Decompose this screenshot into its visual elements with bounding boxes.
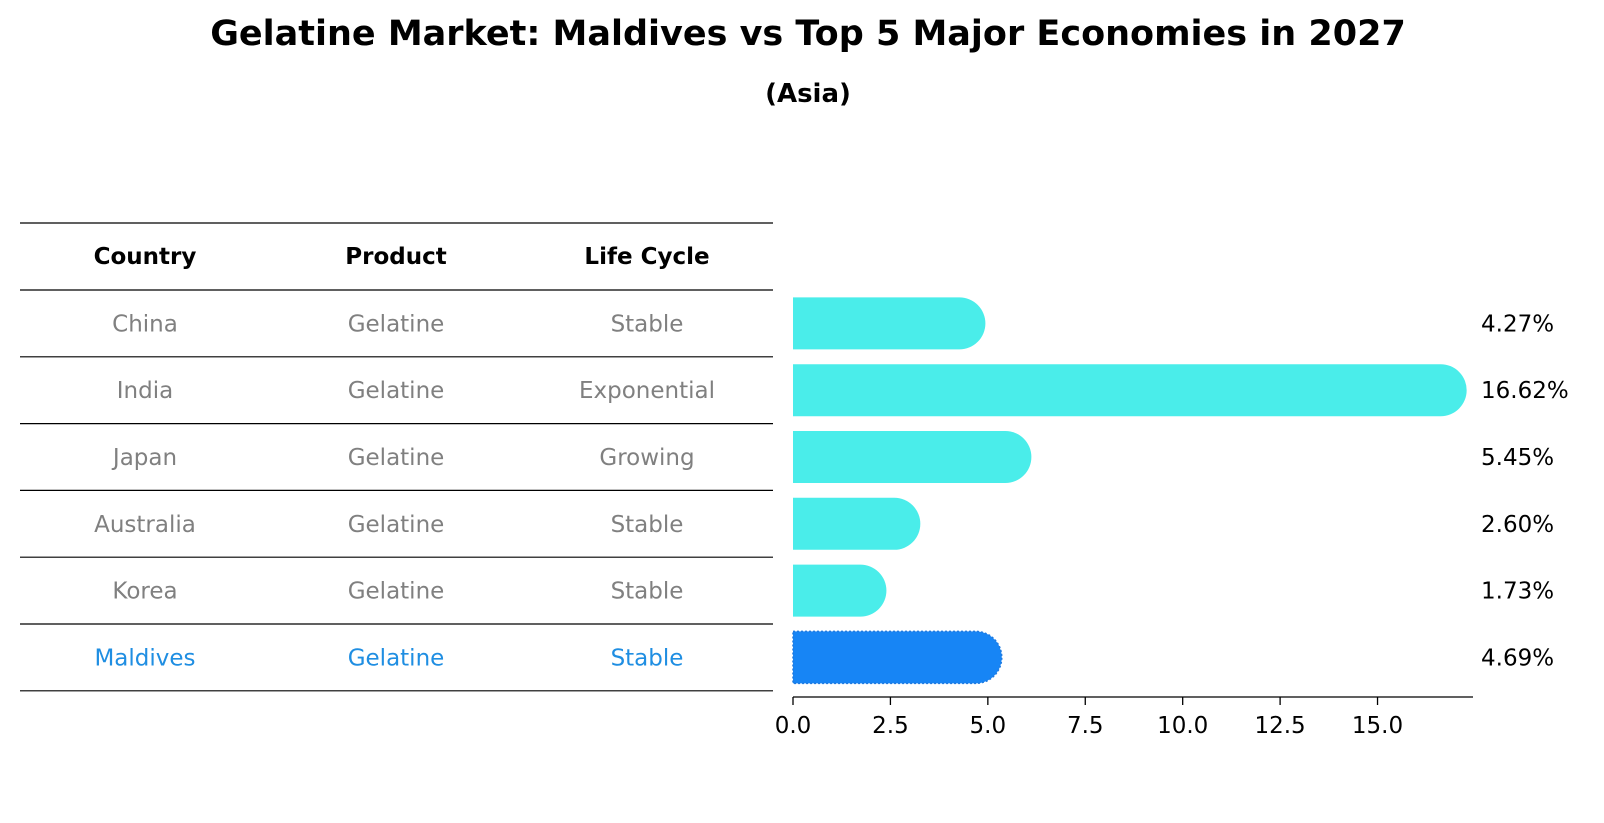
bar-maldives	[792, 630, 1003, 685]
bar-australia	[793, 497, 921, 550]
table-cell-product: Gelatine	[348, 311, 445, 337]
table-cell-product: Gelatine	[348, 512, 445, 538]
x-axis: 0.0 2.5 5.0 7.5 10.0 12.5 15.0	[775, 696, 1473, 739]
table-cell-life-cycle: Stable	[611, 645, 684, 671]
chart-title: Gelatine Market: Maldives vs Top 5 Major…	[210, 14, 1406, 54]
table-cell-country: China	[112, 311, 178, 337]
table-cell-country: Korea	[112, 579, 177, 605]
table-cell-product: Gelatine	[348, 579, 445, 605]
bar-japan	[793, 431, 1032, 483]
table-cell-life-cycle: Stable	[611, 311, 684, 337]
table-cell-product: Gelatine	[348, 378, 445, 404]
table-cell-country: Australia	[94, 512, 196, 538]
table-cell-life-cycle: Stable	[611, 512, 684, 538]
table-cell-life-cycle: Growing	[599, 445, 694, 471]
value-label: 4.27%	[1481, 311, 1554, 337]
value-label: 5.45%	[1481, 445, 1554, 471]
value-labels: 4.27% 16.62% 5.45% 2.60% 1.73% 4.69%	[1481, 311, 1569, 671]
x-tick-label: 12.5	[1254, 713, 1305, 739]
column-header: Life Cycle	[584, 244, 709, 270]
x-tick-label: 2.5	[872, 713, 909, 739]
chart-subtitle: (Asia)	[765, 79, 851, 109]
table-cell-life-cycle: Exponential	[579, 378, 715, 404]
bar-series	[792, 297, 1467, 685]
table-cell-product: Gelatine	[348, 445, 445, 471]
bar-china	[793, 297, 986, 350]
x-tick-label: 15.0	[1352, 713, 1403, 739]
x-tick-label: 5.0	[970, 713, 1007, 739]
table-cell-product: Gelatine	[348, 645, 445, 671]
x-tick-label: 10.0	[1157, 713, 1208, 739]
column-header: Country	[94, 244, 197, 270]
table-cell-country: Japan	[111, 445, 177, 471]
column-header: Product	[345, 244, 446, 270]
bar-india	[793, 364, 1467, 417]
x-tick-label: 0.0	[775, 713, 812, 739]
table-cell-country: India	[117, 378, 173, 404]
x-tick-label: 7.5	[1067, 713, 1104, 739]
table-cell-country: Maldives	[94, 645, 195, 671]
value-label: 2.60%	[1481, 512, 1554, 538]
value-label: 1.73%	[1481, 579, 1554, 605]
value-label: 4.69%	[1481, 645, 1554, 671]
value-label: 16.62%	[1481, 378, 1569, 404]
table-cell-life-cycle: Stable	[611, 579, 684, 605]
data-table: Country Product Life Cycle China Gelatine Sta…	[20, 222, 773, 692]
bar-korea	[793, 564, 887, 617]
